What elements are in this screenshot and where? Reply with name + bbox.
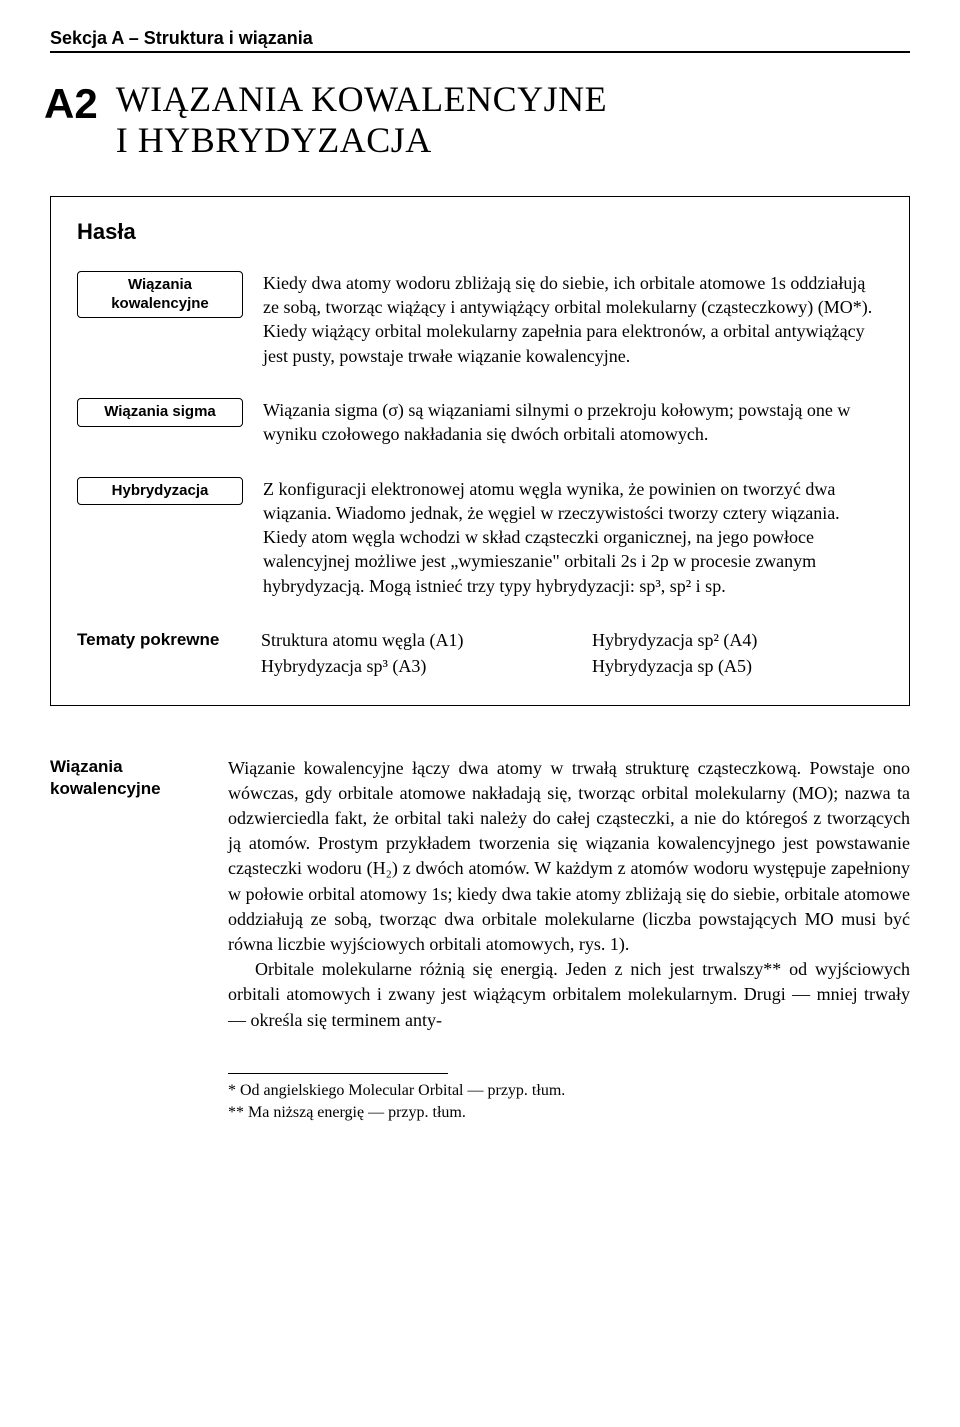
footnote: * Od angielskiego Molecular Orbital — pr… [228,1080,910,1102]
related-topics-label: Tematy pokrewne [77,628,241,650]
keyword-label-box: Wiązania sigma [77,398,243,427]
main-section-label: Wiązania kowalencyjne [50,756,200,800]
related-topic: Hybrydyzacja sp (A5) [592,654,883,678]
related-topic: Hybrydyzacja sp² (A4) [592,628,883,652]
keyword-description: Kiedy dwa atomy wodoru zbliżają się do s… [263,271,883,368]
main-section-text: Wiązanie kowalencyjne łączy dwa atomy w … [228,756,910,1033]
related-topic: Struktura atomu węgla (A1) [261,628,552,652]
keyword-description: Z konfiguracji elektronowej atomu węgla … [263,477,883,598]
footnote-rule [228,1073,448,1074]
title-line-1: WIĄZANIA KOWALENCYJNE [116,79,607,119]
related-topics-row: Tematy pokrewne Struktura atomu węgla (A… [77,628,883,679]
paragraph: Orbitale molekularne różnią się energią.… [228,957,910,1033]
main-section: Wiązania kowalencyjne Wiązanie kowalency… [50,756,910,1033]
keyword-description: Wiązania sigma (σ) są wiązaniami silnymi… [263,398,883,447]
section-header: Sekcja A – Struktura i wiązania [50,28,910,53]
title-line-2: I HYBRYDYZACJA [116,120,432,160]
chapter-title-text: WIĄZANIA KOWALENCYJNE I HYBRYDYZACJA [116,79,607,162]
main-label-line: kowalencyjne [50,779,161,798]
keywords-heading: Hasła [77,219,883,245]
keyword-entry: Wiązania kowalencyjne Kiedy dwa atomy wo… [77,271,883,368]
keywords-box: Hasła Wiązania kowalencyjne Kiedy dwa at… [50,196,910,706]
main-label-line: Wiązania [50,757,123,776]
footnote: ** Ma niższą energię — przyp. tłum. [228,1102,910,1124]
keyword-label-line: Wiązania [128,276,192,293]
chapter-title: A2 WIĄZANIA KOWALENCYJNE I HYBRYDYZACJA [44,79,910,162]
paragraph: Wiązanie kowalencyjne łączy dwa atomy w … [228,756,910,958]
keyword-label-line: kowalencyjne [111,295,209,312]
related-topics-list: Struktura atomu węgla (A1) Hybrydyzacja … [261,628,883,679]
keyword-entry: Wiązania sigma Wiązania sigma (σ) są wią… [77,398,883,447]
keyword-label-box: Wiązania kowalencyjne [77,271,243,319]
chapter-code: A2 [44,79,98,125]
keyword-entry: Hybrydyzacja Z konfiguracji elektronowej… [77,477,883,598]
related-topic: Hybrydyzacja sp³ (A3) [261,654,552,678]
keyword-label-box: Hybrydyzacja [77,477,243,506]
footnotes: * Od angielskiego Molecular Orbital — pr… [228,1073,910,1125]
